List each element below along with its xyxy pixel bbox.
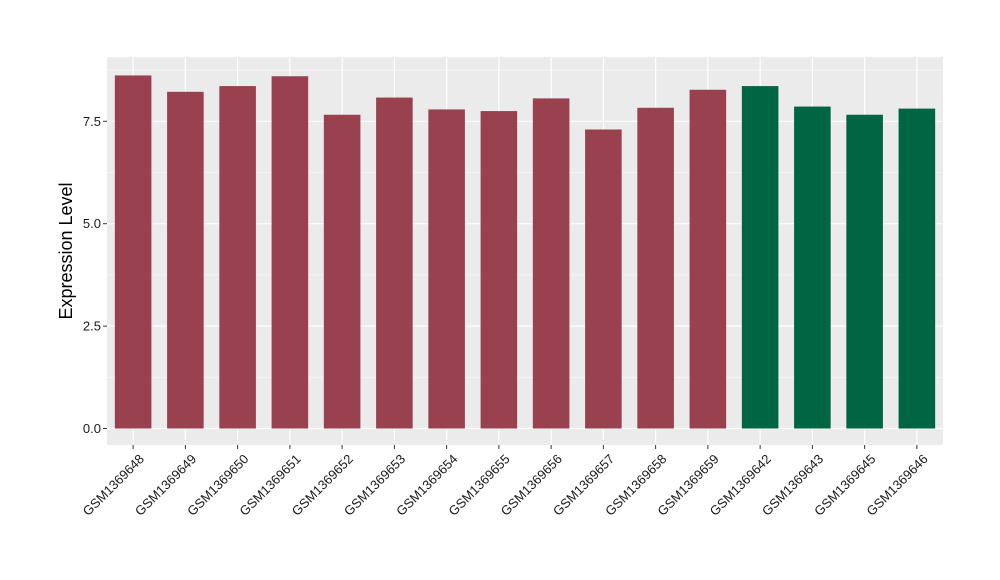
bar-GSM1369656 bbox=[532, 98, 570, 429]
bar-GSM1369654 bbox=[428, 109, 465, 429]
bar-GSM1369657 bbox=[585, 129, 622, 429]
bars bbox=[114, 75, 936, 429]
y-tick-label: 5.0 bbox=[83, 216, 101, 231]
y-axis-title: Expression Level bbox=[56, 182, 76, 319]
bar-GSM1369643 bbox=[794, 106, 831, 429]
y-tick-label: 2.5 bbox=[83, 319, 101, 334]
bar-GSM1369652 bbox=[323, 114, 361, 429]
bar-GSM1369649 bbox=[167, 91, 204, 429]
bar-GSM1369658 bbox=[637, 107, 674, 429]
bar-GSM1369642 bbox=[741, 86, 779, 429]
bar-GSM1369653 bbox=[376, 97, 413, 429]
y-tick-label: 7.5 bbox=[83, 114, 101, 129]
x-axis: GSM1369648GSM1369649GSM1369650GSM1369651… bbox=[80, 445, 931, 519]
y-tick-label: 0.0 bbox=[83, 421, 101, 436]
bar-GSM1369646 bbox=[898, 108, 936, 429]
bar-GSM1369648 bbox=[114, 75, 152, 429]
bar-GSM1369650 bbox=[219, 86, 256, 429]
bar-GSM1369651 bbox=[271, 76, 309, 429]
bar-GSM1369659 bbox=[689, 89, 727, 429]
bar-GSM1369655 bbox=[480, 111, 518, 429]
y-axis: 0.0 2.5 5.0 7.5 bbox=[83, 114, 107, 436]
bar-GSM1369645 bbox=[846, 114, 883, 429]
